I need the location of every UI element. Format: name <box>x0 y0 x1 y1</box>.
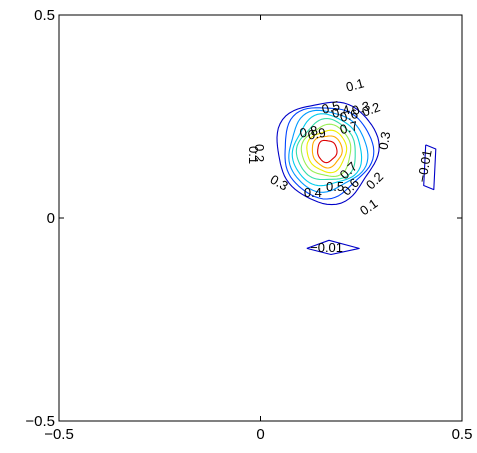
contour-label: 0.5 <box>320 98 341 117</box>
contour-label: 0.9 <box>307 125 327 143</box>
contour-level-0.3 <box>288 109 369 193</box>
contour-label: 0.7 <box>338 118 359 137</box>
contour-label: 0.4 <box>304 185 322 200</box>
contour-level-0.7 <box>306 129 348 174</box>
contour-lines <box>276 101 437 256</box>
contour-label: 0.8 <box>298 123 318 141</box>
contour-level-0.5 <box>295 117 356 181</box>
contour-level-0.4 <box>291 113 363 187</box>
contour-label: 0.3 <box>375 130 393 150</box>
contour-label: 0.1 <box>246 146 261 164</box>
axis-ticks: −0.5 0 0.5 −0.5 0 0.5 <box>25 7 472 443</box>
contour-label: 0.4 <box>330 102 351 121</box>
plot-background <box>59 15 462 421</box>
x-tick-label: 0.5 <box>452 426 473 443</box>
x-tick-label: −0.5 <box>44 426 74 443</box>
negative-contour-1 <box>423 144 437 191</box>
contour-level-0.6 <box>300 123 352 177</box>
y-tick-label: −0.5 <box>25 413 55 430</box>
x-tick-label: 0 <box>256 426 264 443</box>
contour-level-0.2 <box>284 107 375 200</box>
contour-label: 0.5 <box>326 179 344 194</box>
negative-contour-label: −0.01 <box>310 240 343 255</box>
negative-contour-label: −0.01 <box>414 148 434 183</box>
contour-label: 0.3 <box>350 98 372 118</box>
contour-label: 0.6 <box>338 106 359 125</box>
contour-label: 0.2 <box>360 99 382 119</box>
contour-level-0.8 <box>311 135 343 169</box>
contour-label: 0.2 <box>252 144 267 162</box>
negative-contour-2 <box>306 239 360 256</box>
plot-frame <box>58 14 463 422</box>
y-tick-label: 0.5 <box>34 7 55 24</box>
contour-label: 0.1 <box>344 75 365 94</box>
y-tick-label: 0 <box>47 210 55 227</box>
contour-level-0.9 <box>317 139 338 164</box>
contour-level-0.1 <box>276 101 380 206</box>
